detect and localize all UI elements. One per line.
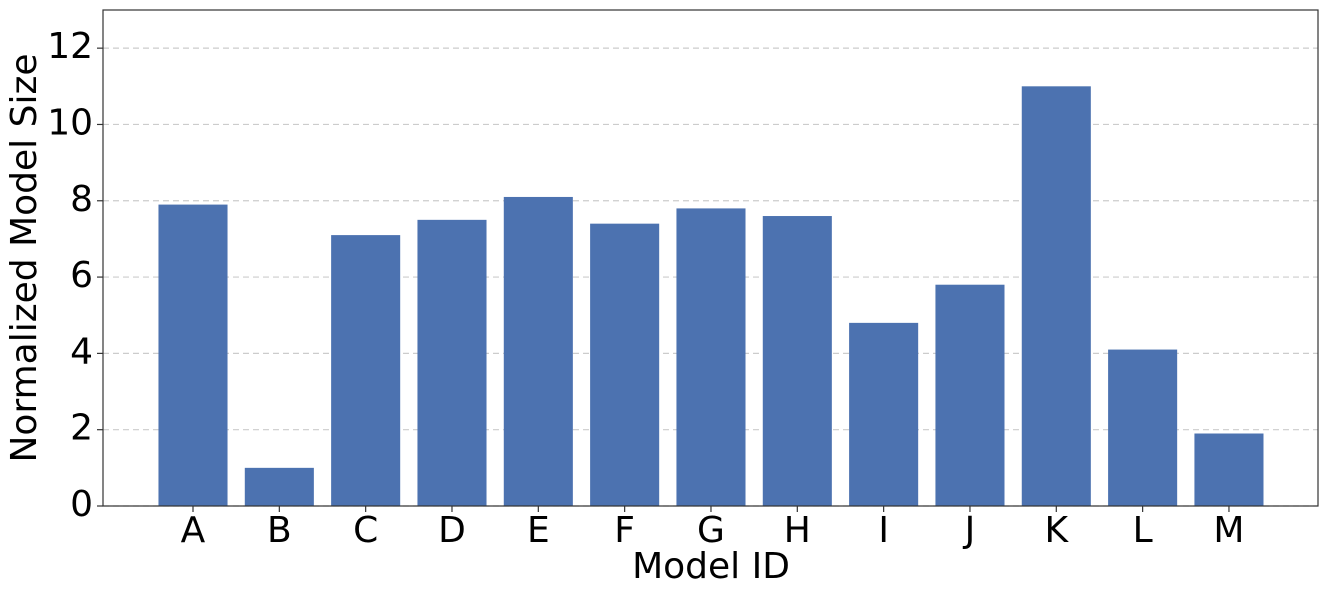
y-tick-label: 0 bbox=[70, 484, 93, 525]
x-tick-label: I bbox=[878, 510, 889, 551]
y-tick-label: 8 bbox=[70, 179, 93, 220]
x-tick-label: M bbox=[1213, 510, 1244, 551]
y-tick-label: 2 bbox=[70, 408, 93, 449]
bar bbox=[1108, 349, 1178, 506]
bar bbox=[935, 284, 1005, 506]
x-tick-label: L bbox=[1133, 510, 1153, 551]
bar bbox=[1194, 433, 1264, 506]
bar bbox=[503, 196, 573, 506]
bar bbox=[676, 208, 746, 506]
x-tick-label: F bbox=[614, 510, 635, 551]
bar bbox=[244, 467, 314, 506]
bar bbox=[1021, 86, 1091, 507]
x-tick-label: G bbox=[697, 510, 725, 551]
y-tick-label: 10 bbox=[47, 102, 93, 143]
x-tick-label: E bbox=[527, 510, 550, 551]
x-tick-label: D bbox=[438, 510, 466, 551]
bar bbox=[417, 219, 487, 506]
y-tick-label: 4 bbox=[70, 331, 93, 372]
bar bbox=[590, 223, 660, 506]
x-tick-label: B bbox=[267, 510, 292, 551]
x-tick-label: H bbox=[784, 510, 811, 551]
x-tick-label: J bbox=[963, 510, 976, 551]
bar bbox=[158, 204, 228, 507]
x-axis-label: Model ID bbox=[632, 546, 790, 587]
bar bbox=[762, 216, 832, 506]
y-tick-label: 12 bbox=[47, 26, 93, 67]
bar bbox=[331, 235, 401, 506]
plot-frame bbox=[102, 9, 1319, 507]
y-axis-label: Normalized Model Size bbox=[4, 53, 45, 462]
bar bbox=[849, 322, 919, 506]
x-tick-label: A bbox=[181, 510, 206, 551]
x-tick-label: K bbox=[1044, 510, 1069, 551]
x-tick-label: C bbox=[353, 510, 378, 551]
y-tick-label: 6 bbox=[70, 255, 93, 296]
